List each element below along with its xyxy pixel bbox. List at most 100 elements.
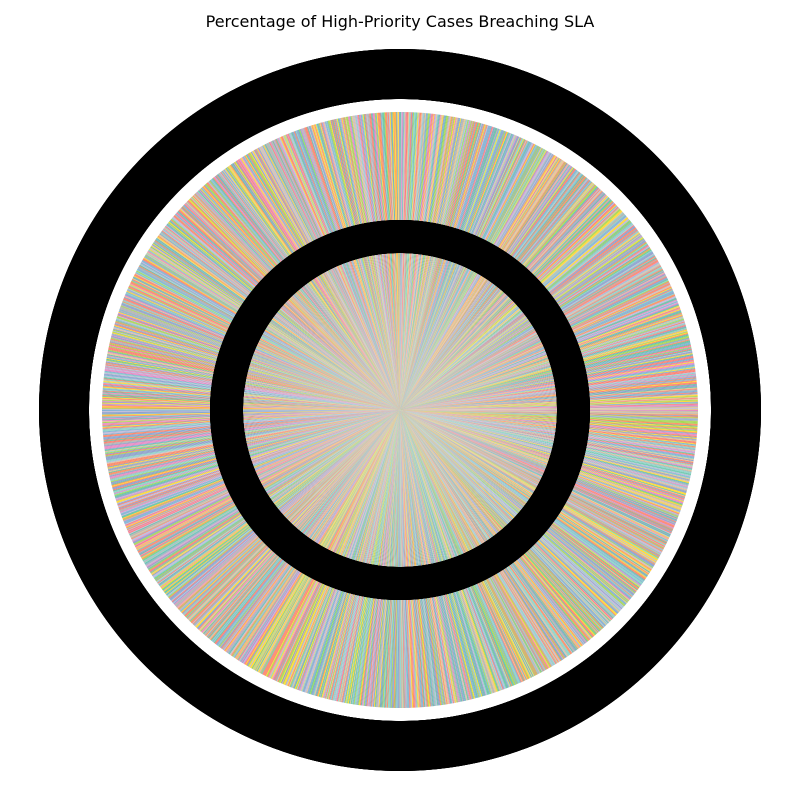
pie-slice <box>178 410 400 611</box>
pie-slice <box>151 244 400 410</box>
pie-slice <box>101 409 400 410</box>
pie-slice <box>102 393 401 410</box>
pie-slice <box>400 164 570 410</box>
pie-slice <box>370 113 400 410</box>
pie-slice <box>345 116 400 411</box>
pie-slice <box>330 410 400 700</box>
pie-slice <box>400 136 519 410</box>
pie-slice <box>400 176 587 410</box>
pie-slice <box>221 410 400 649</box>
pie-slice <box>377 112 400 410</box>
pie-slice <box>103 410 400 440</box>
pie-slice <box>400 410 469 701</box>
pie-slice <box>261 145 400 410</box>
pie-slice <box>400 197 610 410</box>
pie-slice <box>400 286 672 410</box>
pie-slice <box>196 192 400 410</box>
pie-slice <box>400 410 477 699</box>
pie-slice <box>204 410 400 636</box>
pie-slice <box>400 410 521 683</box>
pie-slice <box>400 255 656 410</box>
pie-slice <box>400 410 503 691</box>
pie-slice <box>400 410 688 491</box>
pie-slice <box>102 410 401 435</box>
pie-slice <box>400 410 672 533</box>
pie-slice <box>356 410 400 705</box>
pie-slice <box>373 410 400 707</box>
pie-slice <box>102 386 400 410</box>
pie-slice <box>135 410 400 548</box>
pie-slice <box>228 410 400 655</box>
pie-slice <box>104 373 401 410</box>
pie-slice <box>400 127 497 410</box>
pie-slice <box>400 410 547 671</box>
pie-slice <box>160 410 400 589</box>
pie-slice <box>400 122 480 410</box>
pie-slice <box>104 372 400 410</box>
pie-slice <box>400 120 470 411</box>
pie-slice <box>315 410 400 697</box>
pie-slice <box>113 410 400 494</box>
pie-slice <box>122 299 401 410</box>
pie-slice <box>400 334 689 410</box>
pie-slice <box>400 280 669 410</box>
pie-slice <box>118 410 401 511</box>
pie-slice <box>104 368 401 410</box>
pie-slice <box>400 267 663 410</box>
pie-slice <box>400 410 635 595</box>
pie-slice <box>400 410 695 456</box>
pie-slice <box>400 112 424 410</box>
pie-slice <box>123 410 400 524</box>
pie-slice <box>142 410 401 561</box>
pie-slice <box>110 410 400 481</box>
pie-slice <box>307 126 400 411</box>
pie-slice <box>400 410 497 693</box>
pie-slice <box>166 223 400 410</box>
pie-slice <box>400 410 681 511</box>
pie-slice <box>141 410 400 559</box>
pie-slice <box>400 134 515 410</box>
pie-slice <box>382 410 400 708</box>
pie-slice <box>400 410 426 708</box>
pie-slice <box>258 410 400 673</box>
pie-slice <box>367 113 400 410</box>
pie-slice <box>317 123 400 410</box>
pie-slice <box>261 410 400 675</box>
pie-slice <box>400 255 656 410</box>
pie-slice <box>308 410 400 694</box>
pie-slice <box>399 111 400 411</box>
pie-slice <box>367 410 400 707</box>
pie-slice <box>192 195 400 410</box>
pie-slice <box>352 410 400 705</box>
pie-slice <box>400 410 639 589</box>
pie-slice <box>400 133 513 410</box>
pie-slice <box>400 410 694 464</box>
pie-slice <box>400 410 667 544</box>
pie-slice <box>400 410 611 623</box>
pie-slice <box>103 410 400 439</box>
pie-slice <box>400 112 408 410</box>
pie-slice <box>349 116 400 411</box>
pie-slice <box>137 268 400 410</box>
pie-slice <box>143 258 400 410</box>
pie-slice <box>400 410 694 463</box>
pie-slice <box>392 410 400 708</box>
pie-slice <box>109 342 400 410</box>
pie-slice <box>376 112 400 410</box>
pie-slice <box>400 158 561 410</box>
pie-slice <box>353 410 400 705</box>
pie-slice <box>186 410 400 619</box>
pie-slice <box>202 185 400 410</box>
pie-slice <box>400 170 578 410</box>
pie-slice <box>400 394 698 410</box>
pie-slice <box>400 410 559 664</box>
pie-slice <box>400 410 547 670</box>
pie-slice <box>244 410 400 665</box>
pie-slice <box>400 410 542 673</box>
pie-slice <box>400 124 486 411</box>
pie-slice <box>400 410 698 423</box>
pie-slice <box>305 410 400 693</box>
pie-slice <box>305 127 400 411</box>
pie-slice <box>400 269 664 410</box>
pie-slice <box>117 315 401 410</box>
